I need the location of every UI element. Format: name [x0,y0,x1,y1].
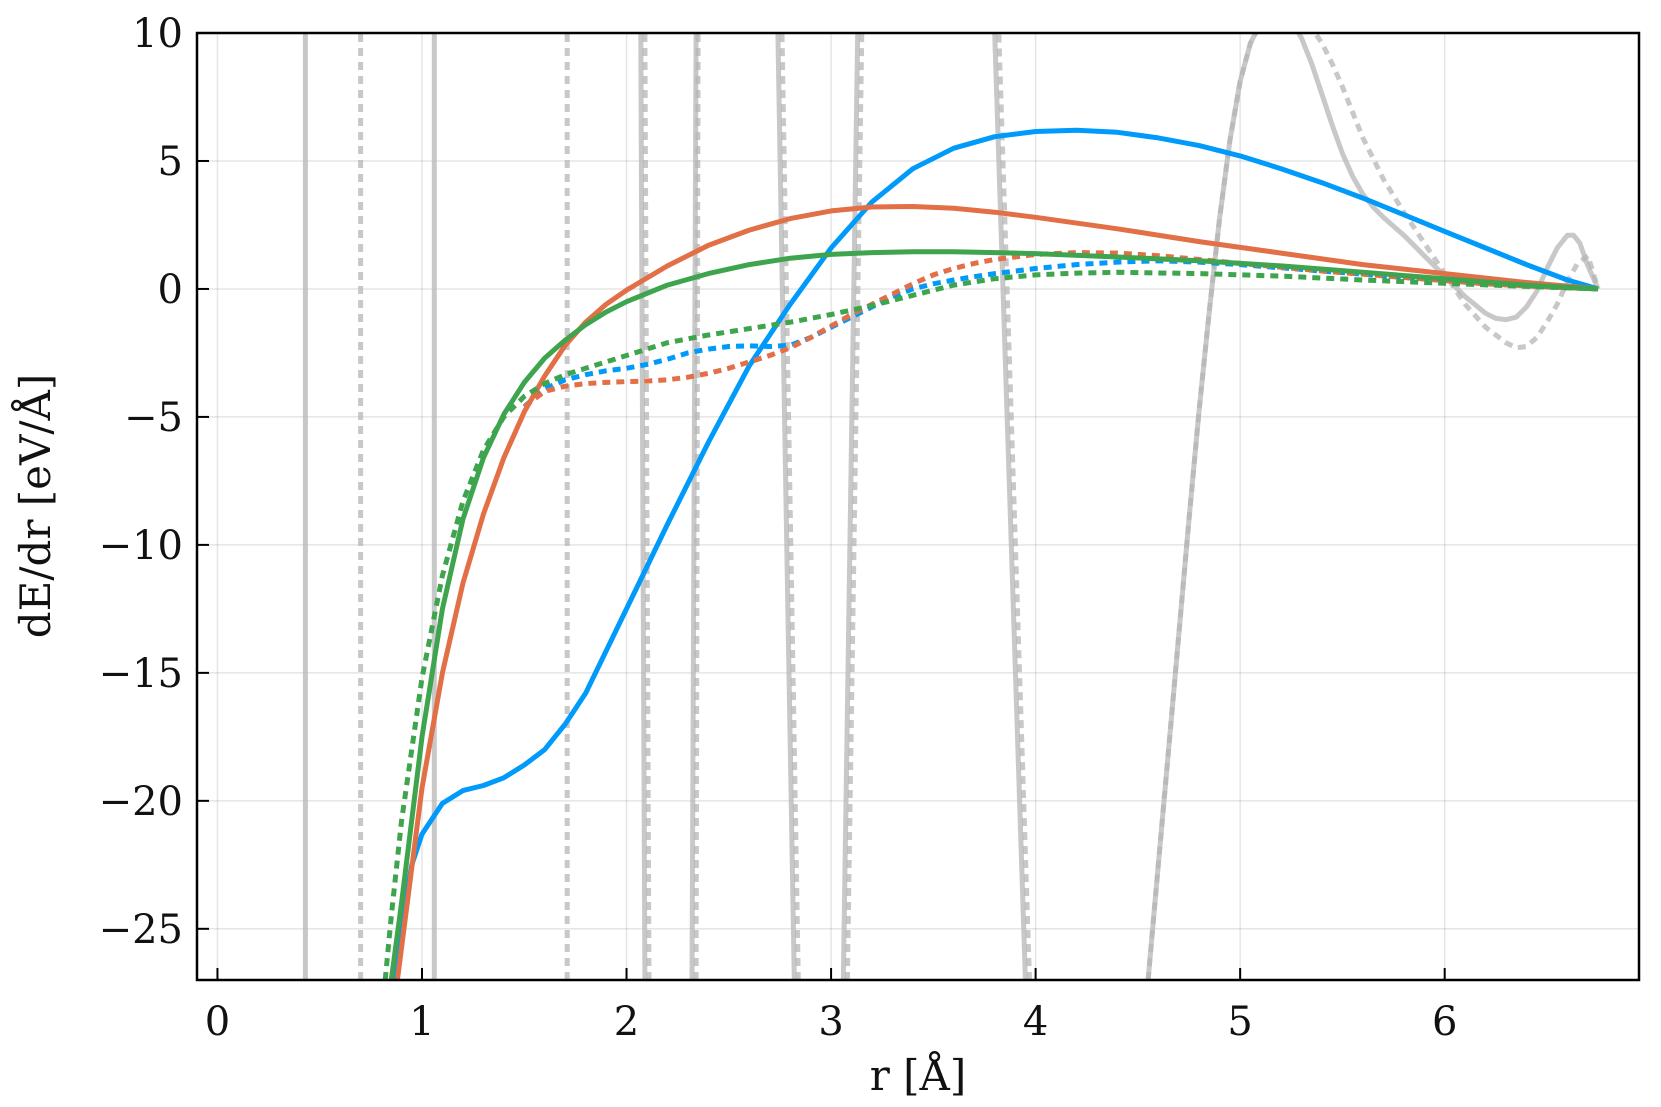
series-line-blue-solid [392,127,1599,980]
series-layer [302,33,1601,980]
x-tick-label: 1 [409,999,434,1045]
series-line-gray-dashed [996,33,1032,980]
tick-marks [197,32,1446,980]
plot-background [197,33,1639,980]
x-tick-label: 5 [1227,999,1252,1045]
series-line-green-solid [388,249,1599,980]
y-tick-label: −25 [99,907,183,953]
x-tick-label: 2 [614,999,639,1045]
series-line-gray-dashed [779,33,801,980]
y-tick-label: −15 [99,651,183,697]
series-line-gray-solid [840,33,861,980]
series-line-gray-solid [638,33,648,980]
series-line-gray-dashed [844,33,865,980]
series-line-gray-solid [992,33,1028,980]
x-tick-labels: 0 1 2 3 4 5 6 [205,999,1458,1045]
x-tick-label: 3 [818,999,843,1045]
y-tick-label: 0 [158,267,183,313]
x-tick-label: 0 [205,999,230,1045]
x-tick-label: 4 [1023,999,1048,1045]
y-tick-label: 5 [158,139,183,185]
y-tick-label: −10 [99,523,183,569]
series-line-gray-solid [689,33,699,980]
series-line-orange-solid [394,204,1599,980]
series-line-gray-dashed [642,33,652,980]
plot-frame [195,31,1641,982]
y-tick-label: 10 [132,11,183,57]
y-tick-label: −20 [99,779,183,825]
y-tick-label: −5 [124,395,183,441]
series-line-gray-solid [775,33,797,980]
y-tick-labels: 10 5 0 −5 −10 −15 −20 −25 [99,11,183,953]
x-axis-title: r [Å] [870,1050,967,1100]
series-line-green-dashed [382,269,1599,980]
y-axis-title: dE/dr [eV/Å] [10,374,60,638]
x-tick-label: 6 [1432,999,1457,1045]
